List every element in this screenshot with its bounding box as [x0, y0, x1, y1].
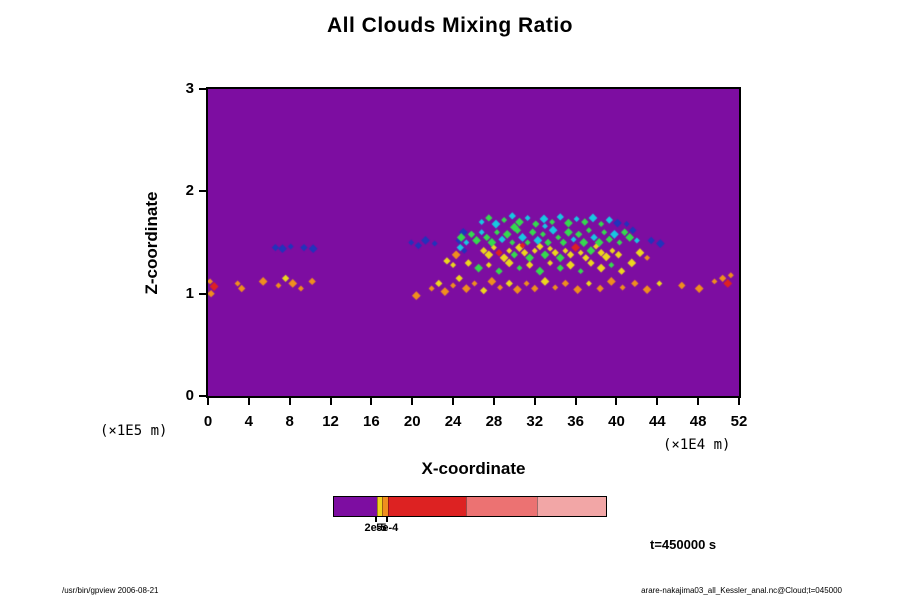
x-tick-label: 8 — [285, 413, 294, 430]
y-tick — [199, 190, 206, 193]
colorbar-segment — [465, 497, 538, 516]
colorbar: 2e-5 5e-4 — [333, 496, 607, 540]
y-tick — [199, 292, 206, 295]
x-tick — [288, 398, 291, 405]
colorbar-tick — [386, 517, 389, 522]
x-axis-label: X-coordinate — [421, 459, 526, 478]
x-tick — [329, 398, 332, 405]
x-tick-label: 12 — [322, 413, 339, 430]
x-tick-label: 52 — [730, 413, 748, 430]
time-annotation: t=450000 s — [650, 537, 717, 552]
x-tick-label: 36 — [567, 413, 584, 430]
y-unit-label: (×1E5 m) — [100, 423, 168, 439]
y-tick-label: 2 — [185, 182, 194, 200]
colorbar-segment — [387, 497, 466, 516]
colorbar-segment — [376, 497, 382, 516]
footer-command: /usr/bin/gpview 2006-08-21 — [62, 586, 159, 595]
x-tick — [738, 398, 740, 405]
plot-area — [206, 87, 741, 398]
x-tick — [697, 398, 700, 405]
x-tick — [492, 398, 495, 405]
x-tick — [247, 398, 250, 405]
x-tick-label: 40 — [608, 413, 625, 430]
x-tick-label: 44 — [648, 413, 666, 430]
colorbar-label: 5e-4 — [376, 522, 399, 534]
colorbar-bar — [333, 496, 607, 517]
x-tick — [574, 398, 577, 405]
x-tick — [370, 398, 373, 405]
x-tick — [207, 398, 209, 405]
footer-source: arare-nakajima03_all_Kessler_anal.nc@Clo… — [641, 586, 842, 595]
y-axis-label: Z-coordinate — [142, 191, 161, 295]
colorbar-segment — [537, 497, 606, 516]
x-tick — [411, 398, 414, 405]
x-tick-label: 48 — [689, 413, 707, 430]
y-tick — [199, 88, 206, 90]
chart-title: All Clouds Mixing Ratio — [327, 14, 573, 37]
x-tick — [656, 398, 659, 405]
x-tick-label: 4 — [244, 413, 254, 430]
x-tick-label: 20 — [403, 413, 421, 430]
x-tick-label: 32 — [526, 413, 544, 430]
colorbar-label: 2e-5 — [364, 522, 387, 534]
x-tick-label: 0 — [203, 413, 213, 430]
x-tick — [533, 398, 536, 405]
scatter-canvas — [208, 89, 739, 396]
colorbar-segment — [334, 497, 377, 516]
colorbar-tick — [375, 517, 378, 522]
x-tick-label: 24 — [444, 413, 462, 430]
x-unit-label: (×1E4 m) — [663, 437, 731, 453]
x-tick — [452, 398, 455, 405]
y-tick-label: 0 — [185, 387, 194, 404]
y-tick-label: 1 — [185, 284, 194, 302]
y-tick-label: 3 — [185, 80, 194, 97]
x-tick — [615, 398, 618, 405]
x-tick-label: 16 — [363, 413, 380, 430]
y-tick — [199, 395, 206, 397]
colorbar-segment — [381, 497, 388, 516]
x-tick-label: 28 — [485, 413, 503, 430]
